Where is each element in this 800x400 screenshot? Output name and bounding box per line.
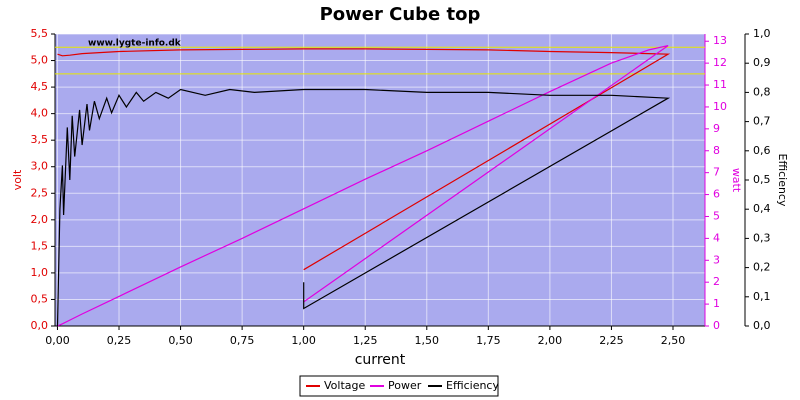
y3-tick-label: 1,0 [753,27,771,40]
y-tick-label: 0,0 [31,319,49,332]
y-tick-label: 4,0 [31,107,49,120]
series-line [56,88,671,327]
legend [299,375,499,397]
y2-tick-label: 12 [713,56,727,69]
y2-tick-label: 1 [713,297,720,310]
watermark: www.lygte-info.dk [88,39,182,49]
y3-tick-label: 0,3 [753,231,771,244]
y2-tick-label: 6 [713,188,720,201]
y-tick-label: 4,5 [31,80,49,93]
x-tick-label: 1,75 [476,334,501,347]
x-tick-label: 1,50 [415,334,440,347]
y2-tick-label: 11 [713,78,727,91]
chart-title: Power Cube top [320,4,481,25]
y2-tick-label: 9 [713,122,720,135]
y-tick-label: 5,5 [31,27,49,40]
legend-label: Power [388,379,422,392]
y3-tick-label: 0,7 [753,115,771,128]
series-line [57,45,669,327]
y2-tick-label: 10 [713,100,727,113]
y3-tick-label: 0,2 [753,261,771,274]
y-axis-title: volt [11,169,24,190]
x-tick-label: 2,50 [661,334,686,347]
y-tick-label: 0,5 [31,292,49,305]
y3-axis-title: Efficiency [776,154,789,207]
y2-tick-label: 2 [713,275,720,288]
y2-tick-label: 13 [713,34,727,47]
y2-axis-title: watt [730,168,743,193]
x-axis-title: current [355,352,406,368]
y2-tick-label: 7 [713,166,720,179]
y-tick-label: 1,5 [31,239,49,252]
y3-tick-label: 0,1 [753,290,771,303]
y-tick-label: 3,0 [31,160,49,173]
y2-tick-label: 4 [713,231,720,244]
y3-tick-label: 0,8 [753,85,771,98]
y-tick-label: 5,0 [31,54,49,67]
y2-tick-label: 3 [713,253,720,266]
y-tick-label: 1,0 [31,266,49,279]
y3-tick-label: 0,0 [753,319,771,332]
y2-tick-label: 8 [713,144,720,157]
x-tick-label: 0,00 [45,334,70,347]
plot-area [55,34,705,326]
x-tick-label: 0,75 [230,334,255,347]
y-tick-label: 2,0 [31,213,49,226]
series-line [57,48,671,271]
y-tick-label: 3,5 [31,133,49,146]
y2-tick-label: 0 [713,319,720,332]
y3-tick-label: 0,9 [753,56,771,69]
x-tick-label: 2,00 [538,334,563,347]
legend-label: Efficiency [446,379,499,392]
x-tick-label: 2,25 [599,334,624,347]
y-tick-label: 2,5 [31,186,49,199]
x-tick-label: 0,50 [168,334,193,347]
x-tick-label: 1,25 [353,334,378,347]
y3-tick-label: 0,6 [753,144,771,157]
x-tick-label: 0,25 [107,334,132,347]
y2-tick-label: 5 [713,209,720,222]
x-tick-label: 1,00 [291,334,316,347]
y3-tick-label: 0,4 [753,202,771,215]
legend-label: Voltage [324,379,365,392]
y3-tick-label: 0,5 [753,173,771,186]
